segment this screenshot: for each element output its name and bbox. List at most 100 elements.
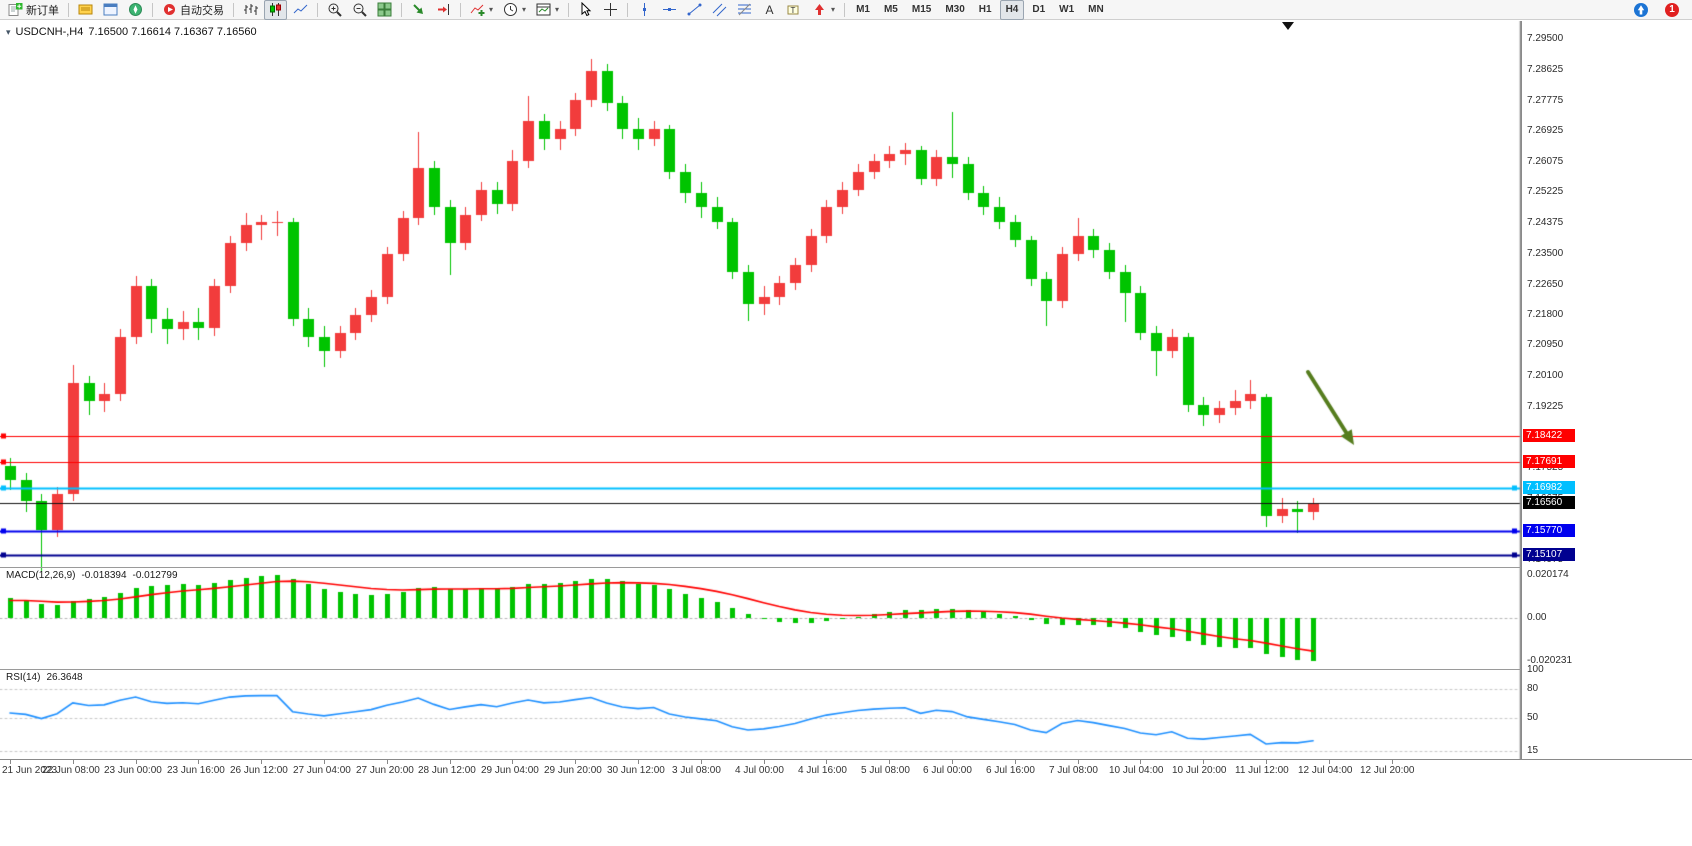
rsi-indicator-label: RSI(14) 26.3648 <box>6 672 83 683</box>
chart-window: ▾ USDCNH-,H4 7.16500 7.16614 7.16367 7.1… <box>0 21 1692 846</box>
toolbar: 新订单 自动交易 ▾ ▾ ▾ A T ▾ M1 M5 M15 M30 H1 H4 D1 W1 MN 1 <box>0 0 1692 20</box>
community-button[interactable] <box>1629 0 1653 20</box>
toolbar-separator <box>317 2 318 17</box>
price-scale-label: 7.28625 <box>1527 64 1564 76</box>
tile-windows-icon <box>377 2 392 17</box>
time-scale-label: 22 Jun 08:00 <box>42 765 100 776</box>
market-watch-button[interactable] <box>74 0 97 20</box>
price-scale[interactable]: 7.29500 7.28625 7.27775 7.26925 7.26075 7.252… <box>1521 21 1692 759</box>
toolbar-right-icons: 1 <box>1628 0 1692 20</box>
hline-price-tag: 7.15107 <box>1523 547 1575 561</box>
autotrading-button-label: 自动交易 <box>180 4 224 17</box>
rsi-scale-label: 50 <box>1527 711 1539 723</box>
chart-shift-icon <box>436 2 451 17</box>
indicators-icon <box>470 2 485 17</box>
time-scale-label: 4 Jul 00:00 <box>735 765 784 776</box>
templates-button[interactable]: ▾ <box>532 0 563 20</box>
toolbar-separator <box>233 2 234 17</box>
notification-badge: 1 <box>1665 2 1679 17</box>
crosshair-icon <box>603 2 618 17</box>
time-tick <box>324 760 325 764</box>
time-tick <box>952 760 953 764</box>
macd-scale-label: -0.020231 <box>1527 655 1573 667</box>
timeframe-m15-button[interactable]: M15 <box>911 4 932 15</box>
time-tick <box>1078 760 1079 764</box>
tile-windows-button[interactable] <box>373 0 396 20</box>
chart-shift-button[interactable] <box>432 0 455 20</box>
timeframe-d1-button[interactable]: D1 <box>1032 4 1046 15</box>
timeframe-m30-button[interactable]: M30 <box>945 4 965 15</box>
new-order-icon <box>8 2 23 17</box>
one-click-trading-toggle[interactable]: ▾ <box>6 26 11 37</box>
time-scale-label: 28 Jun 12:00 <box>418 765 476 776</box>
time-tick <box>764 760 765 764</box>
time-scale-label: 27 Jun 04:00 <box>293 765 351 776</box>
horizontal-line-button[interactable] <box>658 0 681 20</box>
price-scale-label: 7.20950 <box>1527 339 1564 351</box>
panel-separator-macd[interactable] <box>0 567 1692 568</box>
chart-shift-marker[interactable] <box>1282 22 1294 30</box>
hline-icon <box>662 2 677 17</box>
trendline-button[interactable] <box>683 0 706 20</box>
time-tick <box>1203 760 1204 764</box>
timeframe-m1-button[interactable]: M1 <box>856 4 870 15</box>
notifications-button[interactable]: 1 <box>1661 0 1683 20</box>
candle-chart-icon <box>268 2 283 17</box>
time-tick <box>826 760 827 764</box>
zoom-in-button[interactable] <box>323 0 346 20</box>
time-scale-label: 3 Jul 08:00 <box>672 765 721 776</box>
chevron-down-icon: ▾ <box>831 5 836 14</box>
data-window-button[interactable] <box>99 0 122 20</box>
timeframe-w1-button[interactable]: W1 <box>1059 4 1075 15</box>
vline-icon <box>637 2 652 17</box>
fibonacci-button[interactable] <box>733 0 756 20</box>
time-scale-label: 10 Jul 20:00 <box>1172 765 1227 776</box>
timeframe-mn-button[interactable]: MN <box>1088 4 1104 15</box>
fibonacci-icon <box>737 2 752 17</box>
time-tick <box>198 760 199 764</box>
time-scale-label: 10 Jul 04:00 <box>1109 765 1164 776</box>
market-watch-icon <box>78 2 93 17</box>
macd-value-main: -0.018394 <box>81 570 127 581</box>
new-order-button-label: 新订单 <box>26 4 59 17</box>
price-scale-label: 7.24375 <box>1527 216 1564 228</box>
time-tick <box>638 760 639 764</box>
bar-chart-icon <box>243 2 258 17</box>
time-scale-label: 11 Jul 12:00 <box>1235 765 1289 776</box>
panel-separator-rsi[interactable] <box>0 669 1692 670</box>
periods-button[interactable]: ▾ <box>499 0 530 20</box>
crosshair-button[interactable] <box>599 0 622 20</box>
navigator-icon <box>128 2 143 17</box>
timeframe-h1-button[interactable]: H1 <box>978 4 992 15</box>
vertical-line-button[interactable] <box>633 0 656 20</box>
timeframe-h4-button[interactable]: H4 <box>999 0 1025 20</box>
indicators-button[interactable]: ▾ <box>466 0 497 20</box>
bar-chart-button[interactable] <box>239 0 262 20</box>
zoom-out-button[interactable] <box>348 0 371 20</box>
text-label-button[interactable]: T <box>783 0 806 20</box>
line-chart-button[interactable] <box>289 0 312 20</box>
macd-value-signal: -0.012799 <box>132 570 178 581</box>
rsi-value: 26.3648 <box>46 672 83 683</box>
time-scale-label: 6 Jul 16:00 <box>986 765 1035 776</box>
rsi-title: RSI(14) <box>6 672 41 683</box>
cursor-button[interactable] <box>574 0 597 20</box>
channel-button[interactable] <box>708 0 731 20</box>
arrows-button[interactable]: ▾ <box>808 0 839 20</box>
text-button[interactable]: A <box>758 0 781 20</box>
auto-scroll-button[interactable] <box>407 0 430 20</box>
time-tick <box>1015 760 1016 764</box>
rsi-scale-label: 100 <box>1527 664 1544 675</box>
autotrading-button[interactable]: 自动交易 <box>158 0 228 20</box>
navigator-button[interactable] <box>124 0 147 20</box>
price-scale-label: 7.20100 <box>1527 369 1564 381</box>
price-scale-label: 7.26925 <box>1527 125 1564 137</box>
new-order-button[interactable]: 新订单 <box>4 0 63 20</box>
autotrading-icon <box>162 2 177 17</box>
toolbar-separator <box>68 2 69 17</box>
timeframe-m5-button[interactable]: M5 <box>883 4 898 15</box>
price-chart-canvas[interactable] <box>0 21 1522 759</box>
time-scale[interactable]: 21 Jun 2023 22 Jun 08:00 23 Jun 00:00 23 Ju… <box>0 759 1692 782</box>
templates-icon <box>536 2 551 17</box>
candle-chart-button[interactable] <box>264 0 287 20</box>
